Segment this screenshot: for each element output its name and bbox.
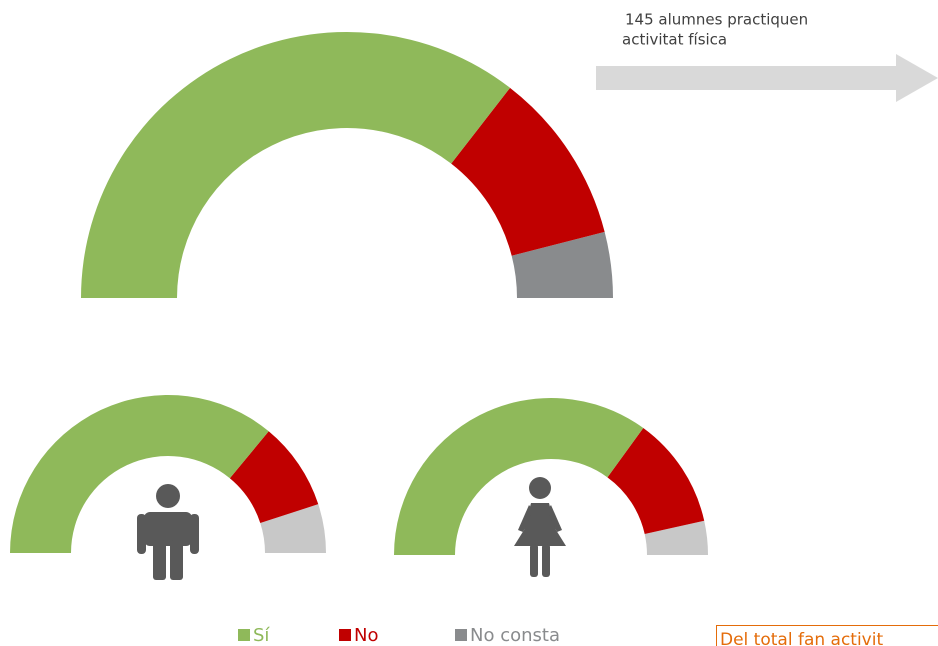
legend-swatch [339,629,351,641]
donut-segment [229,431,319,524]
donut-segment [644,520,709,555]
legend-swatch [455,629,467,641]
donut-segment [607,427,705,535]
legend-swatch [238,629,250,641]
man-icon [137,484,199,580]
donut-segment [394,398,644,555]
arrow [596,54,938,102]
donut-segment [10,395,269,553]
legend-label: Sí [253,625,270,646]
legend-label: No consta [470,625,560,646]
legend-label: No [354,625,378,646]
annotation-line: activitat física [622,31,727,49]
donut-segment [260,504,326,553]
note-box [716,625,938,646]
footer-note: Del total fan activit [720,630,883,646]
annotation-line: 145 alumnes practiquen [625,11,808,29]
donut-segment [451,87,605,256]
donut-segment [81,32,511,298]
woman-icon [514,477,566,577]
donut-segment [511,231,613,298]
